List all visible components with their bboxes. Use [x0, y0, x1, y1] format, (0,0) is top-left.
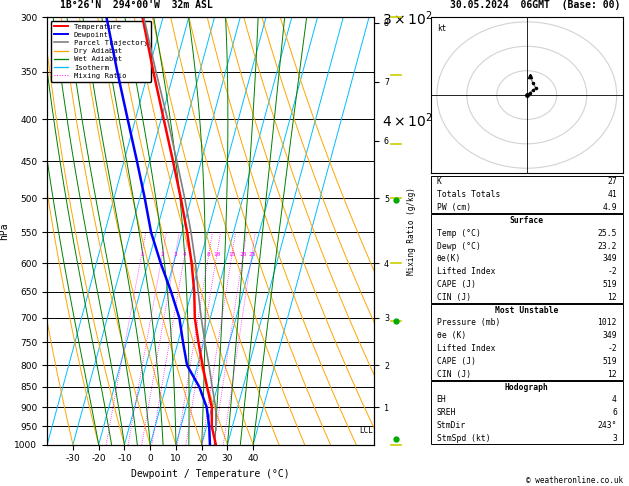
Text: EH: EH — [437, 395, 447, 404]
Legend: Temperature, Dewpoint, Parcel Trajectory, Dry Adiabat, Wet Adiabat, Isotherm, Mi: Temperature, Dewpoint, Parcel Trajectory… — [51, 20, 151, 82]
Text: CAPE (J): CAPE (J) — [437, 357, 476, 366]
X-axis label: Dewpoint / Temperature (°C): Dewpoint / Temperature (°C) — [131, 469, 290, 479]
Bar — [431, 214, 623, 303]
Y-axis label: km
ASL: km ASL — [442, 231, 457, 250]
Text: 1: 1 — [140, 252, 143, 257]
Text: 6: 6 — [612, 408, 617, 417]
Text: LCL: LCL — [359, 426, 373, 434]
Text: 519: 519 — [603, 357, 617, 366]
Bar — [431, 175, 623, 213]
Text: 519: 519 — [603, 280, 617, 289]
Text: 4.9: 4.9 — [603, 203, 617, 212]
Text: 10: 10 — [213, 252, 221, 257]
Text: 4: 4 — [183, 252, 187, 257]
Text: 3: 3 — [612, 434, 617, 443]
Text: Totals Totals: Totals Totals — [437, 190, 500, 199]
Text: 1012: 1012 — [598, 318, 617, 328]
Text: Surface: Surface — [509, 216, 544, 225]
Text: StmDir: StmDir — [437, 421, 466, 430]
Text: 23.2: 23.2 — [598, 242, 617, 251]
Text: CAPE (J): CAPE (J) — [437, 280, 476, 289]
Text: Pressure (mb): Pressure (mb) — [437, 318, 500, 328]
Bar — [431, 304, 623, 380]
Text: PW (cm): PW (cm) — [437, 203, 470, 212]
Text: 12: 12 — [607, 370, 617, 379]
Text: CIN (J): CIN (J) — [437, 293, 470, 302]
Text: 12: 12 — [607, 293, 617, 302]
Text: 30.05.2024  06GMT  (Base: 00): 30.05.2024 06GMT (Base: 00) — [450, 0, 620, 10]
Y-axis label: hPa: hPa — [0, 222, 9, 240]
Text: StmSpd (kt): StmSpd (kt) — [437, 434, 490, 443]
Text: Dewp (°C): Dewp (°C) — [437, 242, 481, 251]
Text: Hodograph: Hodograph — [505, 382, 548, 392]
Text: CIN (J): CIN (J) — [437, 370, 470, 379]
Text: 20: 20 — [240, 252, 247, 257]
Text: 1B°26'N  294°00'W  32m ASL: 1B°26'N 294°00'W 32m ASL — [60, 0, 213, 10]
Text: Lifted Index: Lifted Index — [437, 267, 495, 276]
Bar — [431, 381, 623, 444]
Text: 4: 4 — [612, 395, 617, 404]
Text: Lifted Index: Lifted Index — [437, 344, 495, 353]
Text: Temp (°C): Temp (°C) — [437, 229, 481, 238]
Text: 349: 349 — [603, 331, 617, 340]
Text: K: K — [437, 177, 442, 187]
Text: 3: 3 — [174, 252, 177, 257]
Text: 25.5: 25.5 — [598, 229, 617, 238]
Text: -2: -2 — [607, 344, 617, 353]
Text: 2: 2 — [160, 252, 164, 257]
Text: © weatheronline.co.uk: © weatheronline.co.uk — [526, 475, 623, 485]
Text: Most Unstable: Most Unstable — [495, 306, 559, 314]
Text: θe (K): θe (K) — [437, 331, 466, 340]
Text: 27: 27 — [607, 177, 617, 187]
Text: θe(K): θe(K) — [437, 254, 461, 263]
Text: 349: 349 — [603, 254, 617, 263]
Text: 243°: 243° — [598, 421, 617, 430]
Text: -2: -2 — [607, 267, 617, 276]
Text: SREH: SREH — [437, 408, 456, 417]
Text: 41: 41 — [607, 190, 617, 199]
Text: kt: kt — [437, 24, 446, 34]
Text: 8: 8 — [207, 252, 211, 257]
Text: 25: 25 — [248, 252, 255, 257]
Text: 15: 15 — [228, 252, 236, 257]
Text: Mixing Ratio (g/kg): Mixing Ratio (g/kg) — [408, 187, 416, 275]
